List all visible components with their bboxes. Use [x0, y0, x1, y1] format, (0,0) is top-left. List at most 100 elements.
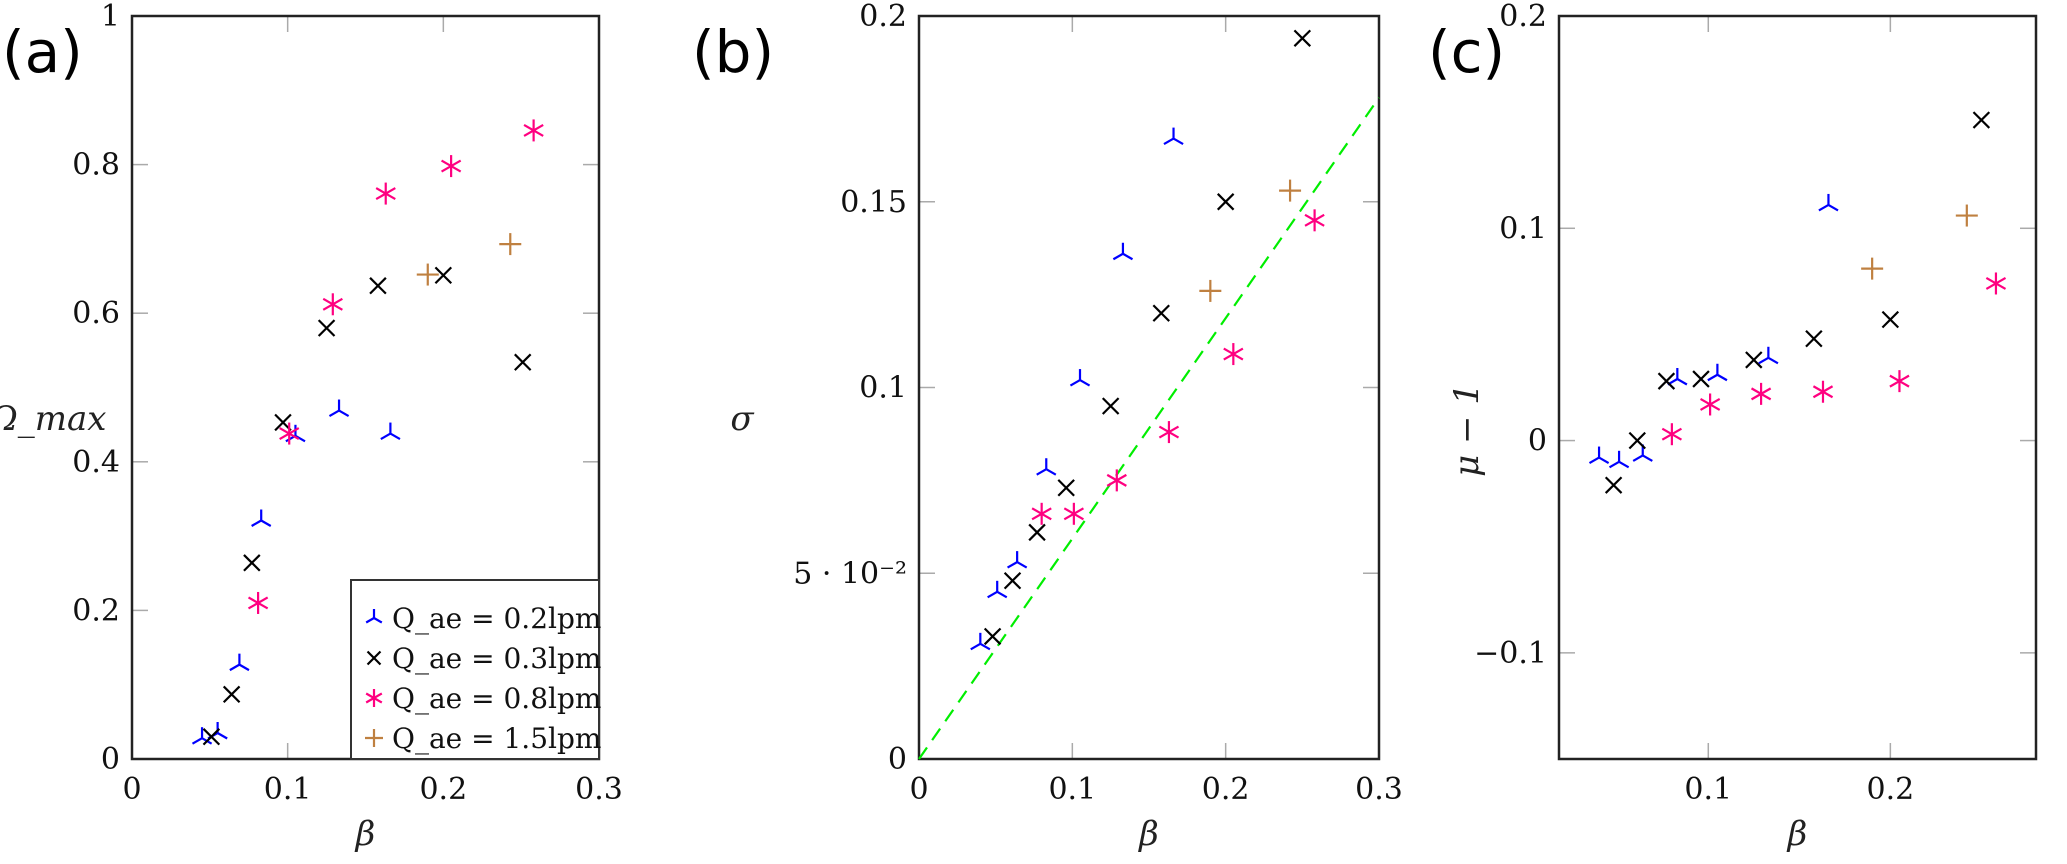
y-tick-label: 0.15: [840, 185, 907, 220]
data-point: [1861, 257, 1884, 280]
x-tick-label: 0: [122, 772, 141, 807]
data-point: [1063, 502, 1084, 525]
data-point: [317, 319, 336, 337]
data-point: [1223, 343, 1244, 366]
marker-stroke: [375, 187, 396, 201]
marker-stroke: [1063, 507, 1084, 521]
marker-stroke: [1112, 252, 1124, 261]
data-point: [202, 728, 221, 746]
series-0: [970, 127, 1184, 651]
y-tick-label: 0.1: [859, 371, 907, 406]
marker-stroke: [1223, 347, 1244, 361]
data-point: [1101, 397, 1120, 415]
data-point: [1588, 446, 1610, 465]
marker-stroke: [1588, 456, 1600, 465]
marker-stroke: [1745, 351, 1763, 369]
panel-a: 0 0.1 0.2 0.3 0 0.2 0.4 0.6 0.8 1 (a) β Ω_max Q_ae = …: [0, 0, 623, 854]
marker-stroke: [1628, 431, 1646, 450]
marker-stroke: [1216, 193, 1235, 211]
data-point: [987, 580, 1008, 599]
marker-stroke: [1692, 370, 1710, 388]
y-axis-label: Ω_max: [0, 399, 106, 439]
data-point: [1812, 380, 1834, 403]
data-point: [1604, 476, 1623, 494]
marker-stroke: [1304, 213, 1325, 227]
data-point: [328, 399, 350, 417]
data-point: [514, 353, 532, 371]
data-point: [1158, 421, 1180, 444]
x-tick-label: 0.2: [1866, 772, 1914, 807]
marker-stroke: [1750, 387, 1772, 401]
marker-stroke: [1036, 468, 1047, 476]
marker-stroke: [202, 728, 221, 746]
series-0: [1588, 193, 1839, 469]
data-point: [369, 277, 387, 295]
data-point: [434, 266, 453, 285]
data-point: [1657, 372, 1676, 390]
marker-stroke: [1057, 479, 1075, 497]
data-point: [279, 422, 300, 445]
marker-stroke: [279, 427, 300, 441]
marker-stroke: [1676, 378, 1688, 386]
y-axis-label: σ: [730, 399, 754, 439]
y-tick-label: 0: [888, 742, 907, 777]
marker-stroke: [440, 159, 462, 173]
marker-stroke: [217, 732, 228, 740]
data-point: [1955, 204, 1978, 227]
marker-stroke: [1152, 304, 1170, 322]
marker-stroke: [1881, 310, 1900, 329]
marker-stroke: [380, 432, 391, 441]
marker-stroke: [1031, 507, 1052, 521]
data-point: [247, 591, 269, 614]
marker-stroke: [1818, 203, 1829, 212]
panel-b: 0 0.1 0.2 0.3 0 5 · 10⁻² 0.1 0.15 0.2 (b) β σ: [692, 0, 1403, 854]
marker-stroke: [1758, 356, 1769, 365]
marker-stroke: [1657, 372, 1676, 390]
marker-stroke: [238, 663, 250, 672]
marker-stroke: [1016, 561, 1028, 569]
data-point: [243, 554, 261, 572]
marker-stroke: [1163, 137, 1175, 146]
x-tick-label: 0.2: [419, 772, 467, 807]
marker-stroke: [251, 519, 262, 527]
series-2: [247, 119, 544, 614]
x-tick-label: 0.3: [575, 772, 623, 807]
y-tick-label: 5 · 10⁻²: [793, 556, 907, 591]
marker-stroke: [1069, 379, 1081, 387]
y-axis-label: μ − 1: [1447, 383, 1487, 477]
marker-stroke: [983, 627, 1002, 646]
marker-stroke: [247, 596, 269, 610]
marker-stroke: [1972, 111, 1991, 129]
marker-stroke: [1106, 473, 1127, 487]
reference-line: [918, 97, 1380, 760]
marker-stroke: [373, 617, 383, 624]
marker-stroke: [523, 123, 544, 137]
y-tick-label: 0.2: [1499, 0, 1547, 34]
legend-entry: Q_ae = 1.5lpm: [392, 722, 601, 755]
marker-stroke: [369, 277, 387, 295]
y-tick-label: 0.8: [72, 148, 120, 183]
data-point: [1112, 242, 1134, 261]
marker-stroke: [1805, 329, 1823, 348]
data-point: [1818, 193, 1839, 212]
legend-entry: Q_ae = 0.2lpm: [392, 602, 601, 635]
data-point: [1199, 279, 1222, 302]
series-2: [1661, 272, 2007, 446]
marker-stroke: [1101, 397, 1120, 415]
y-tick-label: 0: [101, 742, 120, 777]
data-point: [1707, 363, 1728, 382]
legend: Q_ae = 0.2lpm Q_ae = 0.3lpm Q_ae = 0.8lpm Q…: [350, 579, 601, 760]
data-point: [375, 182, 396, 205]
marker-stroke: [1079, 379, 1091, 387]
panel-label: (c): [1428, 18, 1505, 86]
series-2: [1031, 209, 1325, 525]
series-1: [1604, 111, 1991, 494]
data-point: [1985, 272, 2007, 295]
marker-stroke: [1661, 427, 1682, 441]
data-point: [1758, 346, 1779, 365]
x-tick-label: 0.3: [1355, 772, 1403, 807]
data-point: [251, 509, 272, 527]
legend-entry: Q_ae = 0.3lpm: [392, 642, 601, 675]
marker-stroke: [274, 413, 292, 432]
legend-marker: [365, 729, 383, 747]
